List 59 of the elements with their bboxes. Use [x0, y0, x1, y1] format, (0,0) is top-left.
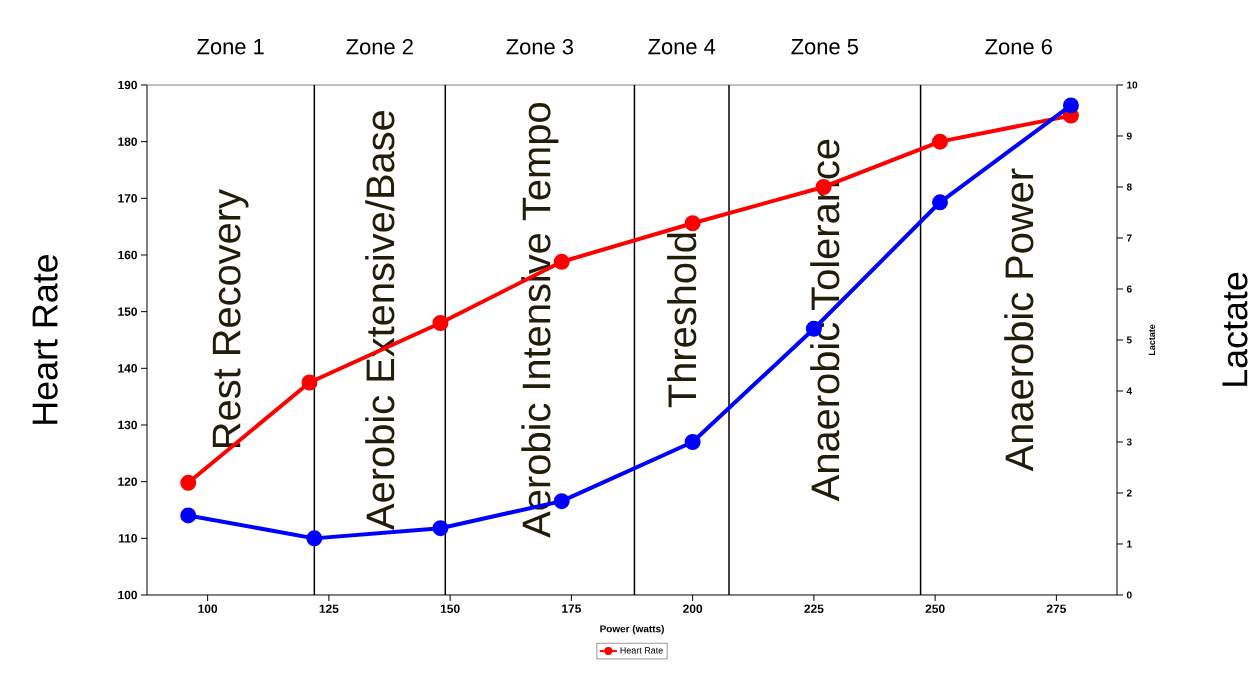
y-tick-label: 180: [118, 137, 137, 146]
y2-tick-label: 6: [1126, 285, 1132, 293]
x-tick-label: 100: [198, 604, 218, 613]
y2-tick-label: 0: [1126, 591, 1132, 599]
x-tick-label: 125: [319, 604, 339, 613]
x-tick-label: 150: [440, 604, 460, 613]
y2-tick-label: 4: [1126, 387, 1133, 395]
y2-axis-title: Lactate: [1148, 324, 1156, 356]
y-tick-label: 100: [118, 590, 137, 600]
point: [432, 520, 449, 537]
text: Zone 1: [197, 39, 264, 55]
x-tick-label: 200: [683, 604, 703, 613]
point: [553, 253, 570, 270]
y2-tick-label: 5: [1126, 336, 1132, 344]
point: [684, 433, 701, 450]
y2-tick-label: 7: [1126, 234, 1132, 242]
point: [931, 194, 948, 211]
y-tick-label: 110: [118, 534, 137, 543]
text: Zone 5: [791, 39, 858, 55]
point: [180, 474, 197, 491]
x-tick-label: 275: [1046, 604, 1067, 613]
y-tick-label: 160: [118, 250, 137, 260]
x-tick-label: 225: [804, 604, 824, 613]
annotation: Anaerobic Tolerance: [810, 139, 840, 502]
annotation: Rest Recovery: [212, 189, 249, 447]
text: Zone 4: [648, 39, 716, 55]
y-tick-label: 140: [118, 364, 137, 373]
annotation: Aerobic Extensive/Base: [365, 111, 395, 530]
y-tick-label: 170: [118, 194, 137, 203]
y-tick-label: 130: [118, 420, 137, 430]
y-tick-label: 120: [118, 477, 137, 486]
y-tick-label: 190: [118, 80, 137, 90]
point: [180, 507, 197, 524]
point: [684, 215, 701, 232]
annotation: Threshold: [667, 233, 697, 408]
y2-tick-label: 10: [1127, 81, 1138, 89]
text: Zone 3: [506, 38, 573, 55]
point: [931, 133, 948, 150]
y2-tick-label: 1: [1127, 540, 1132, 548]
y2-tick-label: 2: [1126, 489, 1132, 497]
x-tick-label: 250: [925, 604, 945, 613]
x-axis-title: Power (watts): [600, 625, 664, 635]
y2-tick-label: 9: [1126, 132, 1132, 140]
text: Lactate: [1222, 272, 1248, 386]
text: Zone 6: [985, 38, 1052, 55]
point: [432, 314, 449, 331]
point: [1062, 97, 1079, 114]
y-axis-title: Heart Rate: [32, 254, 58, 424]
point: [553, 493, 570, 510]
y2-tick-label: 8: [1126, 183, 1132, 191]
y2-tick-label: 3: [1126, 438, 1132, 446]
annotation: Aerobic Intensive Tempo: [521, 103, 559, 538]
annotation: Anaerobic Power: [1004, 168, 1034, 472]
text: Zone 2: [346, 38, 413, 55]
y-tick-label: 150: [118, 307, 137, 316]
point: [306, 530, 323, 547]
legend-label: Heart Rate: [620, 647, 663, 654]
x-tick-label: 175: [562, 604, 582, 613]
point: [301, 374, 318, 391]
